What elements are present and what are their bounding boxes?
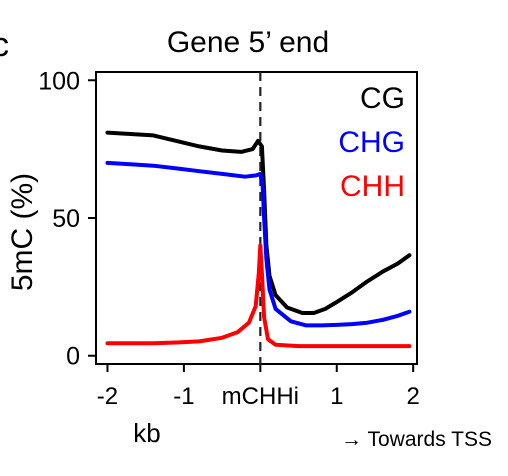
x-axis-label: kb bbox=[133, 418, 160, 448]
x-tick-label-1: -1 bbox=[173, 383, 194, 410]
y-tick-label-1: 50 bbox=[52, 205, 80, 233]
direction-note: → Towards TSS bbox=[341, 428, 492, 451]
plot-frame bbox=[95, 71, 418, 365]
legend-entry-cg: CG bbox=[360, 82, 405, 115]
y-tick-label-0: 0 bbox=[66, 343, 80, 371]
x-tick-label-0: -2 bbox=[97, 383, 118, 410]
x-tick-label-3: 1 bbox=[330, 383, 343, 410]
x-tick-label-4: 2 bbox=[406, 383, 419, 410]
panel-letter: c bbox=[0, 26, 9, 64]
legend-entry-chg: CHG bbox=[338, 126, 405, 159]
y-tick-label-2: 100 bbox=[38, 67, 80, 95]
series-layer bbox=[105, 130, 412, 349]
series-line-chh bbox=[105, 243, 412, 349]
chart-title: Gene 5’ end bbox=[167, 26, 329, 59]
series-line-chg bbox=[105, 160, 412, 328]
axis-ticks: 0 50 100 -2 -1 mCHHi 1 2 bbox=[38, 67, 420, 410]
x-tick-label-2: mCHHi bbox=[222, 383, 299, 410]
legend-entry-chh: CHH bbox=[340, 170, 405, 203]
y-axis-label: 5mC (%) bbox=[6, 173, 39, 291]
legend: CG CHG CHH bbox=[338, 82, 405, 203]
